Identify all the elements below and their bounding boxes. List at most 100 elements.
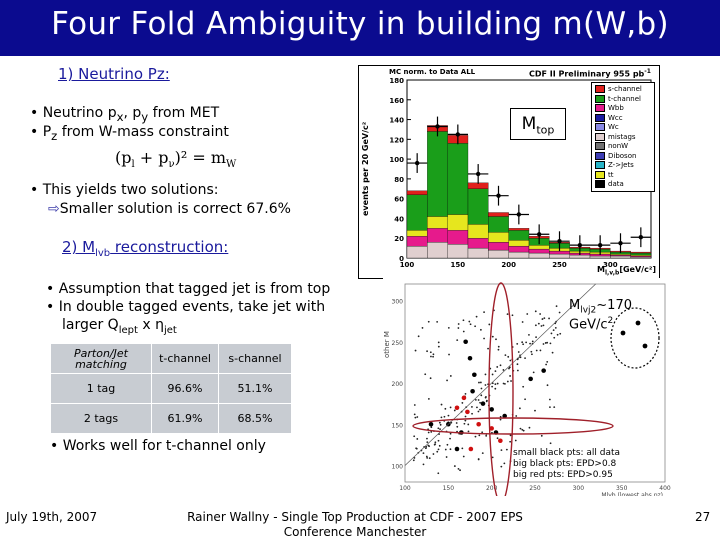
scatter-small-point bbox=[417, 335, 420, 338]
scatter-small-point bbox=[467, 423, 470, 426]
scatter-small-point bbox=[514, 439, 517, 442]
scatter-small-point bbox=[444, 407, 447, 410]
histogram-bar-tt bbox=[467, 224, 489, 239]
scatter-small-point bbox=[517, 351, 520, 353]
scatter-small-point bbox=[484, 384, 487, 386]
scatter-small-point bbox=[546, 384, 549, 387]
scatter-small-point bbox=[500, 449, 503, 451]
footer-date: July 19th, 2007 bbox=[6, 510, 98, 524]
scatter-small-point bbox=[534, 409, 536, 412]
scatter-small-point bbox=[506, 313, 509, 316]
histogram-bar-wbb bbox=[549, 250, 570, 255]
legend-swatch bbox=[595, 85, 605, 93]
histogram-bar-s-channel bbox=[406, 190, 428, 195]
scatter-y-tick: 200 bbox=[392, 381, 404, 388]
histogram-bar-mistags bbox=[427, 242, 448, 259]
scatter-big-black-point bbox=[502, 413, 507, 419]
eq-sub-w: W bbox=[226, 159, 237, 171]
data-point bbox=[455, 132, 461, 137]
data-point bbox=[414, 160, 420, 166]
scatter-big-black-point bbox=[528, 376, 533, 382]
scatter-small-point bbox=[484, 396, 487, 399]
scatter-small-point bbox=[499, 364, 502, 367]
legend-swatch bbox=[595, 142, 605, 150]
scatter-big-red-point bbox=[465, 409, 470, 415]
scatter-small-point bbox=[478, 434, 481, 437]
scatter-small-point bbox=[497, 348, 500, 351]
scatter-small-point bbox=[544, 342, 547, 344]
scatter-small-point bbox=[491, 335, 494, 338]
scatter-small-point bbox=[453, 465, 456, 467]
scatter-small-point bbox=[535, 349, 538, 352]
histogram-bar-t-channel bbox=[488, 216, 509, 233]
histogram-bar-mistags bbox=[467, 247, 489, 259]
scatter-small-point bbox=[509, 440, 512, 443]
scatter-small-point bbox=[424, 447, 427, 450]
scatter-small-point bbox=[495, 338, 497, 341]
section-neutrino-pz: 1) Neutrino Pz: bbox=[58, 65, 170, 83]
scatter-small-point bbox=[554, 326, 557, 329]
scatter-small-point bbox=[500, 465, 503, 468]
scatter-big-red-point bbox=[468, 446, 474, 452]
scatter-x-tick: 150 bbox=[443, 485, 455, 492]
data-point bbox=[536, 232, 542, 237]
scatter-small-point bbox=[504, 354, 507, 357]
histogram-bar-mistags bbox=[406, 245, 428, 259]
scatter-small-point bbox=[546, 360, 549, 363]
matching-table: Parton/Jet matching t-channel s-channel … bbox=[50, 343, 292, 434]
scatter-small-point bbox=[471, 406, 473, 408]
data-point bbox=[638, 235, 644, 240]
scatter-small-point bbox=[427, 398, 430, 400]
scatter-small-point bbox=[413, 404, 416, 406]
scatter-small-point bbox=[475, 315, 478, 318]
footer-author-line1: Rainer Wallny - Single Top Production at… bbox=[187, 510, 523, 524]
histogram-bar-mistags bbox=[610, 255, 631, 259]
scatter-small-point bbox=[542, 324, 545, 327]
scatter-small-point bbox=[457, 327, 460, 329]
histogram-legend-item: mistags bbox=[595, 132, 636, 142]
scatter-small-point bbox=[524, 357, 526, 360]
scatter-small-point bbox=[553, 406, 556, 409]
legend-label: tt bbox=[608, 170, 614, 179]
scatter-small-point bbox=[464, 415, 467, 418]
scatter-small-point bbox=[447, 326, 450, 329]
scatter-small-point bbox=[558, 311, 561, 314]
histogram-bar-mistags bbox=[569, 254, 591, 259]
scatter-small-point bbox=[474, 325, 477, 328]
scatter-big-black-point bbox=[480, 401, 486, 406]
scatter-small-point bbox=[506, 380, 509, 383]
legend-label: Wcc bbox=[608, 113, 623, 122]
b7-sub2: jet bbox=[163, 324, 177, 336]
scatter-small-point bbox=[456, 339, 459, 342]
legend-label: t-channel bbox=[608, 94, 641, 103]
scatter-small-point bbox=[413, 457, 416, 459]
scatter-small-point bbox=[559, 332, 562, 335]
legend-label: s-channel bbox=[608, 85, 642, 93]
scatter-small-point bbox=[432, 355, 434, 358]
histogram-legend-item: Wc bbox=[595, 123, 619, 132]
scatter-small-point bbox=[530, 350, 533, 353]
s2-sub: lvb bbox=[95, 248, 111, 259]
histogram-xlabel: Ml,v,b[GeV/c²] bbox=[597, 265, 656, 277]
scatter-small-point bbox=[521, 321, 524, 323]
scatter-small-point bbox=[444, 448, 447, 451]
b1-mid: , p bbox=[123, 105, 142, 121]
y-tick-label: 160 bbox=[389, 97, 404, 105]
x-tick-label: 300 bbox=[603, 261, 618, 269]
scatter-small-point bbox=[413, 413, 416, 416]
scatter-dotted-ellipse bbox=[610, 307, 660, 369]
scatter-small-point bbox=[509, 434, 512, 437]
scatter-horizontal-ellipse bbox=[412, 417, 614, 435]
scatter-small-point bbox=[464, 392, 467, 395]
scatter-small-point bbox=[456, 425, 459, 428]
scatter-small-point bbox=[440, 403, 443, 406]
scatter-legend-item: big red pts: EPD>0.95 bbox=[513, 470, 613, 480]
y-tick-label: 140 bbox=[389, 117, 404, 125]
title-bar bbox=[0, 0, 720, 56]
b1-sub-x: x bbox=[116, 109, 124, 124]
scatter-small-point bbox=[477, 399, 480, 401]
histogram-bar-wbb bbox=[467, 238, 489, 249]
bullet-larger-q: larger Qlept x ηjet bbox=[62, 316, 177, 340]
ann-sub: lvj2 bbox=[580, 305, 597, 316]
histogram-bar-tt bbox=[488, 232, 509, 243]
